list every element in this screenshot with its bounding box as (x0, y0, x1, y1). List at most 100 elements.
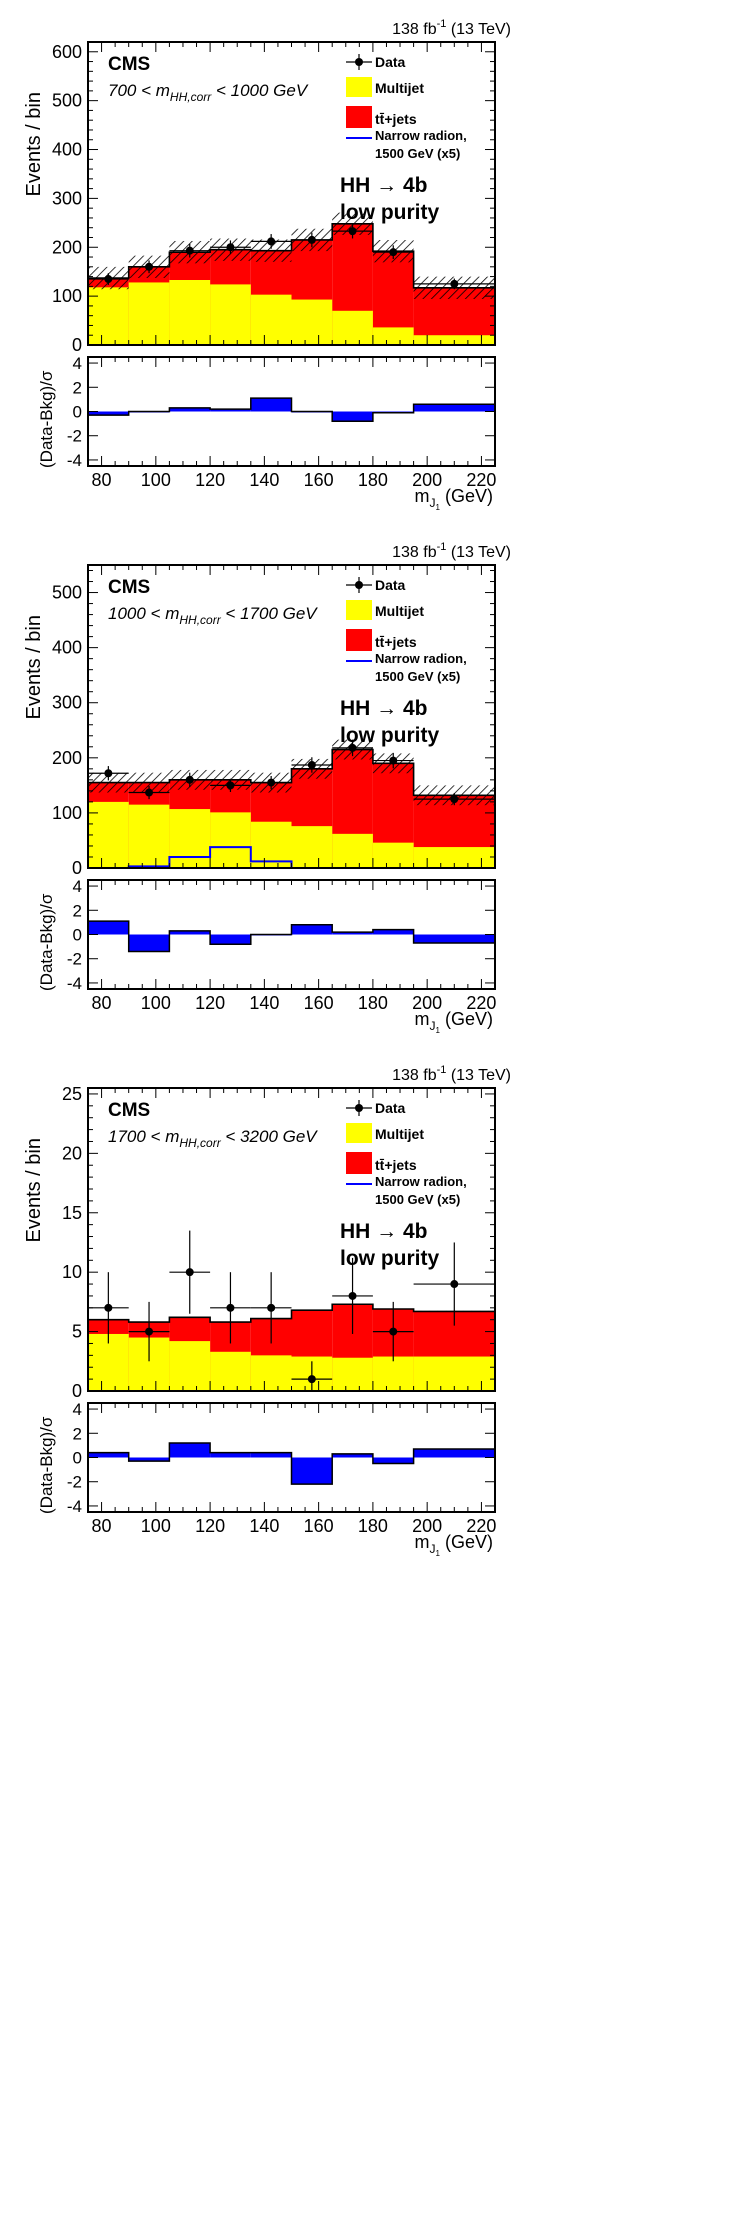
plot-middle: 138 fb-1 (13 TeV) 0 100 200 300 400 500 Events … (23, 541, 511, 1035)
multijet-bar (169, 809, 211, 868)
ratio-tick-label: 2 (73, 378, 82, 397)
x-tick-label: 200 (412, 1516, 442, 1536)
y-axis-label: Events / bin (23, 615, 45, 720)
legend-data-label: Data (375, 54, 406, 70)
y-tick-label: 200 (52, 748, 82, 768)
data-point (348, 1291, 357, 1300)
ratio-bar (413, 404, 495, 412)
category-prefix: 1700 < m (108, 1127, 179, 1146)
x-tick-label: 200 (412, 993, 442, 1013)
x-tick-label: 180 (358, 1516, 388, 1536)
ratio-bar (128, 934, 170, 952)
data-point (104, 275, 113, 284)
legend-ttbar-swatch (346, 1152, 372, 1174)
ratio-tick-label: 4 (73, 1400, 82, 1419)
ratio-tick-label: 0 (73, 403, 82, 422)
x-axis-subsubscript: 1 (436, 1026, 441, 1035)
multijet-bar (291, 299, 333, 345)
x-tick-label: 100 (141, 1516, 171, 1536)
x-tick-label: 140 (249, 993, 279, 1013)
ratio-outline (88, 1442, 495, 1485)
lumi-energy: (13 TeV) (446, 21, 511, 38)
x-tick-label: 220 (466, 993, 496, 1013)
x-axis-var: m (415, 1009, 430, 1029)
category-subscript: HH,corr (170, 90, 212, 104)
x-tick-label: 220 (466, 1516, 496, 1536)
y-tick-label: 0 (72, 858, 82, 878)
y-tick-label: 500 (52, 91, 82, 111)
lumi-label: 138 fb-1 (13 TeV) (392, 18, 511, 38)
legend-ttbar-label: tt̄+jets (375, 111, 417, 127)
experiment-label: CMS (108, 54, 150, 75)
data-point (389, 756, 398, 765)
ratio-y-axis-label: (Data-Bkg)/σ (37, 370, 56, 468)
legend-ttbar-swatch (346, 106, 372, 128)
data-point (307, 760, 316, 769)
multijet-bar (88, 801, 129, 868)
ratio-bar (332, 1453, 373, 1458)
category-subscript: HH,corr (179, 613, 221, 627)
y-tick-label: 15 (62, 1203, 82, 1223)
ratio-y-axis-label: (Data-Bkg)/σ (37, 1416, 56, 1514)
lumi-value: 138 fb (392, 544, 437, 561)
legend-signal-label: Narrow radion, (375, 1174, 467, 1189)
data-point (348, 743, 357, 752)
data-point (104, 1303, 113, 1312)
data-point (307, 235, 316, 244)
data-point (389, 1327, 398, 1336)
data-point (185, 1268, 194, 1277)
category-suffix: < 1700 GeV (221, 604, 319, 623)
x-axis-subsubscript: 1 (436, 1549, 441, 1558)
lumi-exponent: -1 (437, 1064, 447, 1076)
data-point (145, 788, 154, 797)
y-tick-label: 100 (52, 286, 82, 306)
x-axis-subscript: J (430, 1542, 436, 1556)
x-tick-label: 180 (358, 470, 388, 490)
ratio-bar (291, 1457, 333, 1485)
x-axis-subsubscript: 1 (436, 503, 441, 512)
multijet-bar (210, 284, 251, 345)
ratio-bar (88, 411, 129, 416)
multijet-bar (413, 1356, 495, 1391)
x-tick-label: 80 (92, 470, 112, 490)
ratio-bar (413, 1449, 495, 1458)
legend-data-marker (355, 581, 363, 589)
data-point (267, 237, 276, 246)
x-axis-label: mJ1 (GeV) (415, 1009, 493, 1035)
ratio-outline (88, 397, 495, 422)
ratio-bar (128, 1457, 170, 1462)
ratio-tick-label: -2 (67, 950, 82, 969)
lumi-energy: (13 TeV) (446, 1067, 511, 1084)
x-tick-label: 100 (141, 993, 171, 1013)
legend-multijet-label: Multijet (375, 1126, 424, 1142)
multijet-bar (210, 1351, 251, 1391)
multijet-bar (372, 1356, 414, 1391)
ratio-bar (169, 1442, 211, 1458)
y-tick-label: 600 (52, 42, 82, 62)
legend-multijet-swatch (346, 77, 372, 97)
y-axis-label: Events / bin (23, 1138, 45, 1243)
x-tick-label: 160 (304, 993, 334, 1013)
lumi-energy: (13 TeV) (446, 544, 511, 561)
experiment-label: CMS (108, 577, 150, 598)
experiment-label: CMS (108, 1100, 150, 1121)
y-tick-label: 400 (52, 140, 82, 160)
x-tick-label: 100 (141, 470, 171, 490)
data-point (145, 262, 154, 271)
multijet-bar (128, 804, 170, 868)
analysis-label: low purity (340, 1247, 439, 1270)
multijet-bar (250, 1355, 292, 1391)
analysis-label: HH → 4b (340, 174, 428, 197)
y-tick-label: 10 (62, 1262, 82, 1282)
x-tick-label: 160 (304, 1516, 334, 1536)
data-point (185, 775, 194, 784)
x-axis-unit: (GeV) (440, 1532, 493, 1552)
data-point (450, 279, 459, 288)
legend-ttbar-label: tt̄+jets (375, 634, 417, 650)
legend-signal-label: 1500 GeV (x5) (375, 1192, 460, 1207)
ratio-bar (372, 929, 414, 935)
legend-multijet-label: Multijet (375, 80, 424, 96)
legend-multijet-swatch (346, 1123, 372, 1143)
x-axis-unit: (GeV) (440, 1009, 493, 1029)
